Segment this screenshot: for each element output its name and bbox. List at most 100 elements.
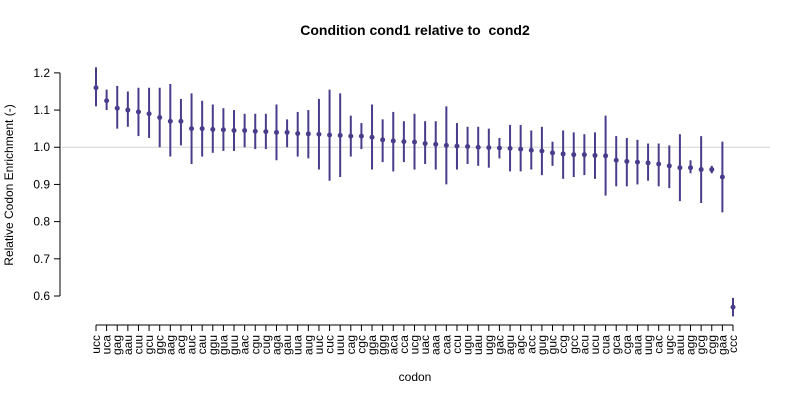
x-tick-label: gcg (694, 335, 708, 354)
x-tick-label: ccc (726, 335, 740, 353)
point (560, 151, 566, 157)
point (581, 152, 587, 158)
x-tick-label: acg (174, 335, 188, 354)
x-tick-label: auc (185, 335, 199, 354)
x-tick-label: agg (684, 335, 698, 355)
point (252, 128, 258, 134)
y-tick-label: 1.1 (33, 103, 50, 117)
point (709, 167, 715, 173)
x-tick-label: uua (291, 335, 305, 355)
point (104, 98, 110, 104)
x-tick-label: ggc (153, 335, 167, 354)
x-tick-label: cga (620, 335, 634, 355)
x-tick-label: ccg (556, 335, 570, 354)
x-tick-label: gcu (142, 335, 156, 354)
point (146, 111, 152, 117)
point (613, 157, 619, 163)
x-tick-label: aau (121, 335, 135, 355)
x-tick-label: ccu (450, 335, 464, 354)
x-tick-label: gga (365, 335, 379, 355)
point (114, 105, 120, 111)
point (316, 131, 322, 137)
point (220, 127, 226, 133)
x-tick-label: ugg (482, 335, 496, 355)
point (624, 158, 630, 164)
point (242, 128, 248, 134)
x-tick-label: ucc (89, 335, 103, 354)
point (390, 138, 396, 144)
x-tick-label: cau (195, 335, 209, 354)
x-tick-label: auu (673, 335, 687, 355)
y-tick-label: 1.2 (33, 66, 50, 80)
y-tick-label: 0.6 (33, 289, 50, 303)
point (507, 145, 513, 151)
x-tick-label: aga (269, 335, 283, 355)
y-tick-label: 0.9 (33, 177, 50, 191)
x-tick-label: acc (524, 335, 538, 354)
x-tick-label: uuc (312, 335, 326, 354)
point (178, 118, 184, 124)
point (412, 139, 417, 145)
x-tick-label: cgu (248, 335, 262, 354)
point (698, 167, 704, 173)
point (189, 126, 195, 132)
x-tick-label: guu (227, 335, 241, 355)
point (358, 133, 364, 139)
x-tick-label: uac (418, 335, 432, 354)
x-tick-label: ggg (376, 335, 390, 355)
x-tick-label: gau (280, 335, 294, 355)
x-tick-label: ggu (206, 335, 220, 355)
x-tick-label: cgc (354, 335, 368, 354)
point (125, 107, 131, 113)
x-tick-label: cag (344, 335, 358, 354)
x-tick-label: cua (599, 335, 613, 355)
point (677, 165, 683, 171)
x-tick-label: aaa (429, 335, 443, 355)
point (422, 141, 428, 147)
x-tick-label: uuu (333, 335, 347, 355)
point (305, 131, 311, 137)
x-tick-label: gca (609, 335, 623, 355)
point (327, 132, 333, 138)
point (688, 165, 694, 171)
x-tick-label: agc (514, 335, 528, 354)
point (167, 118, 173, 124)
x-tick-label: gua (216, 335, 230, 355)
x-tick-label: ucu (588, 335, 602, 354)
point (656, 161, 662, 167)
point (719, 174, 725, 180)
x-tick-label: uca (100, 335, 114, 355)
x-tick-label: cuc (323, 335, 337, 354)
point (210, 126, 216, 132)
point (433, 141, 439, 147)
point (454, 143, 460, 149)
x-tick-label: cug (259, 335, 273, 354)
point (666, 163, 672, 169)
point (486, 145, 492, 151)
point (157, 114, 163, 120)
x-tick-label: gag (110, 335, 124, 355)
point (539, 148, 545, 154)
x-tick-label: gcc (567, 335, 581, 354)
point (380, 137, 386, 143)
x-tick-label: aac (238, 335, 252, 354)
x-tick-label: caa (439, 335, 453, 355)
x-tick-label: agu (503, 335, 517, 355)
x-tick-label: cac (652, 335, 666, 354)
point (348, 133, 354, 139)
y-axis-title: Relative Codon Enrichment (-) (2, 104, 16, 265)
point (337, 132, 343, 138)
point (231, 128, 237, 134)
x-tick-label: aag (163, 335, 177, 355)
x-tick-label: gaa (715, 335, 729, 355)
x-tick-label: ugc (662, 335, 676, 354)
point (401, 139, 407, 145)
point (295, 130, 301, 136)
x-tick-label: gac (492, 335, 506, 354)
point (273, 129, 279, 135)
x-tick-label: ucg (408, 335, 422, 354)
point (603, 153, 609, 159)
point (550, 150, 556, 156)
y-tick-label: 1.0 (33, 140, 50, 154)
